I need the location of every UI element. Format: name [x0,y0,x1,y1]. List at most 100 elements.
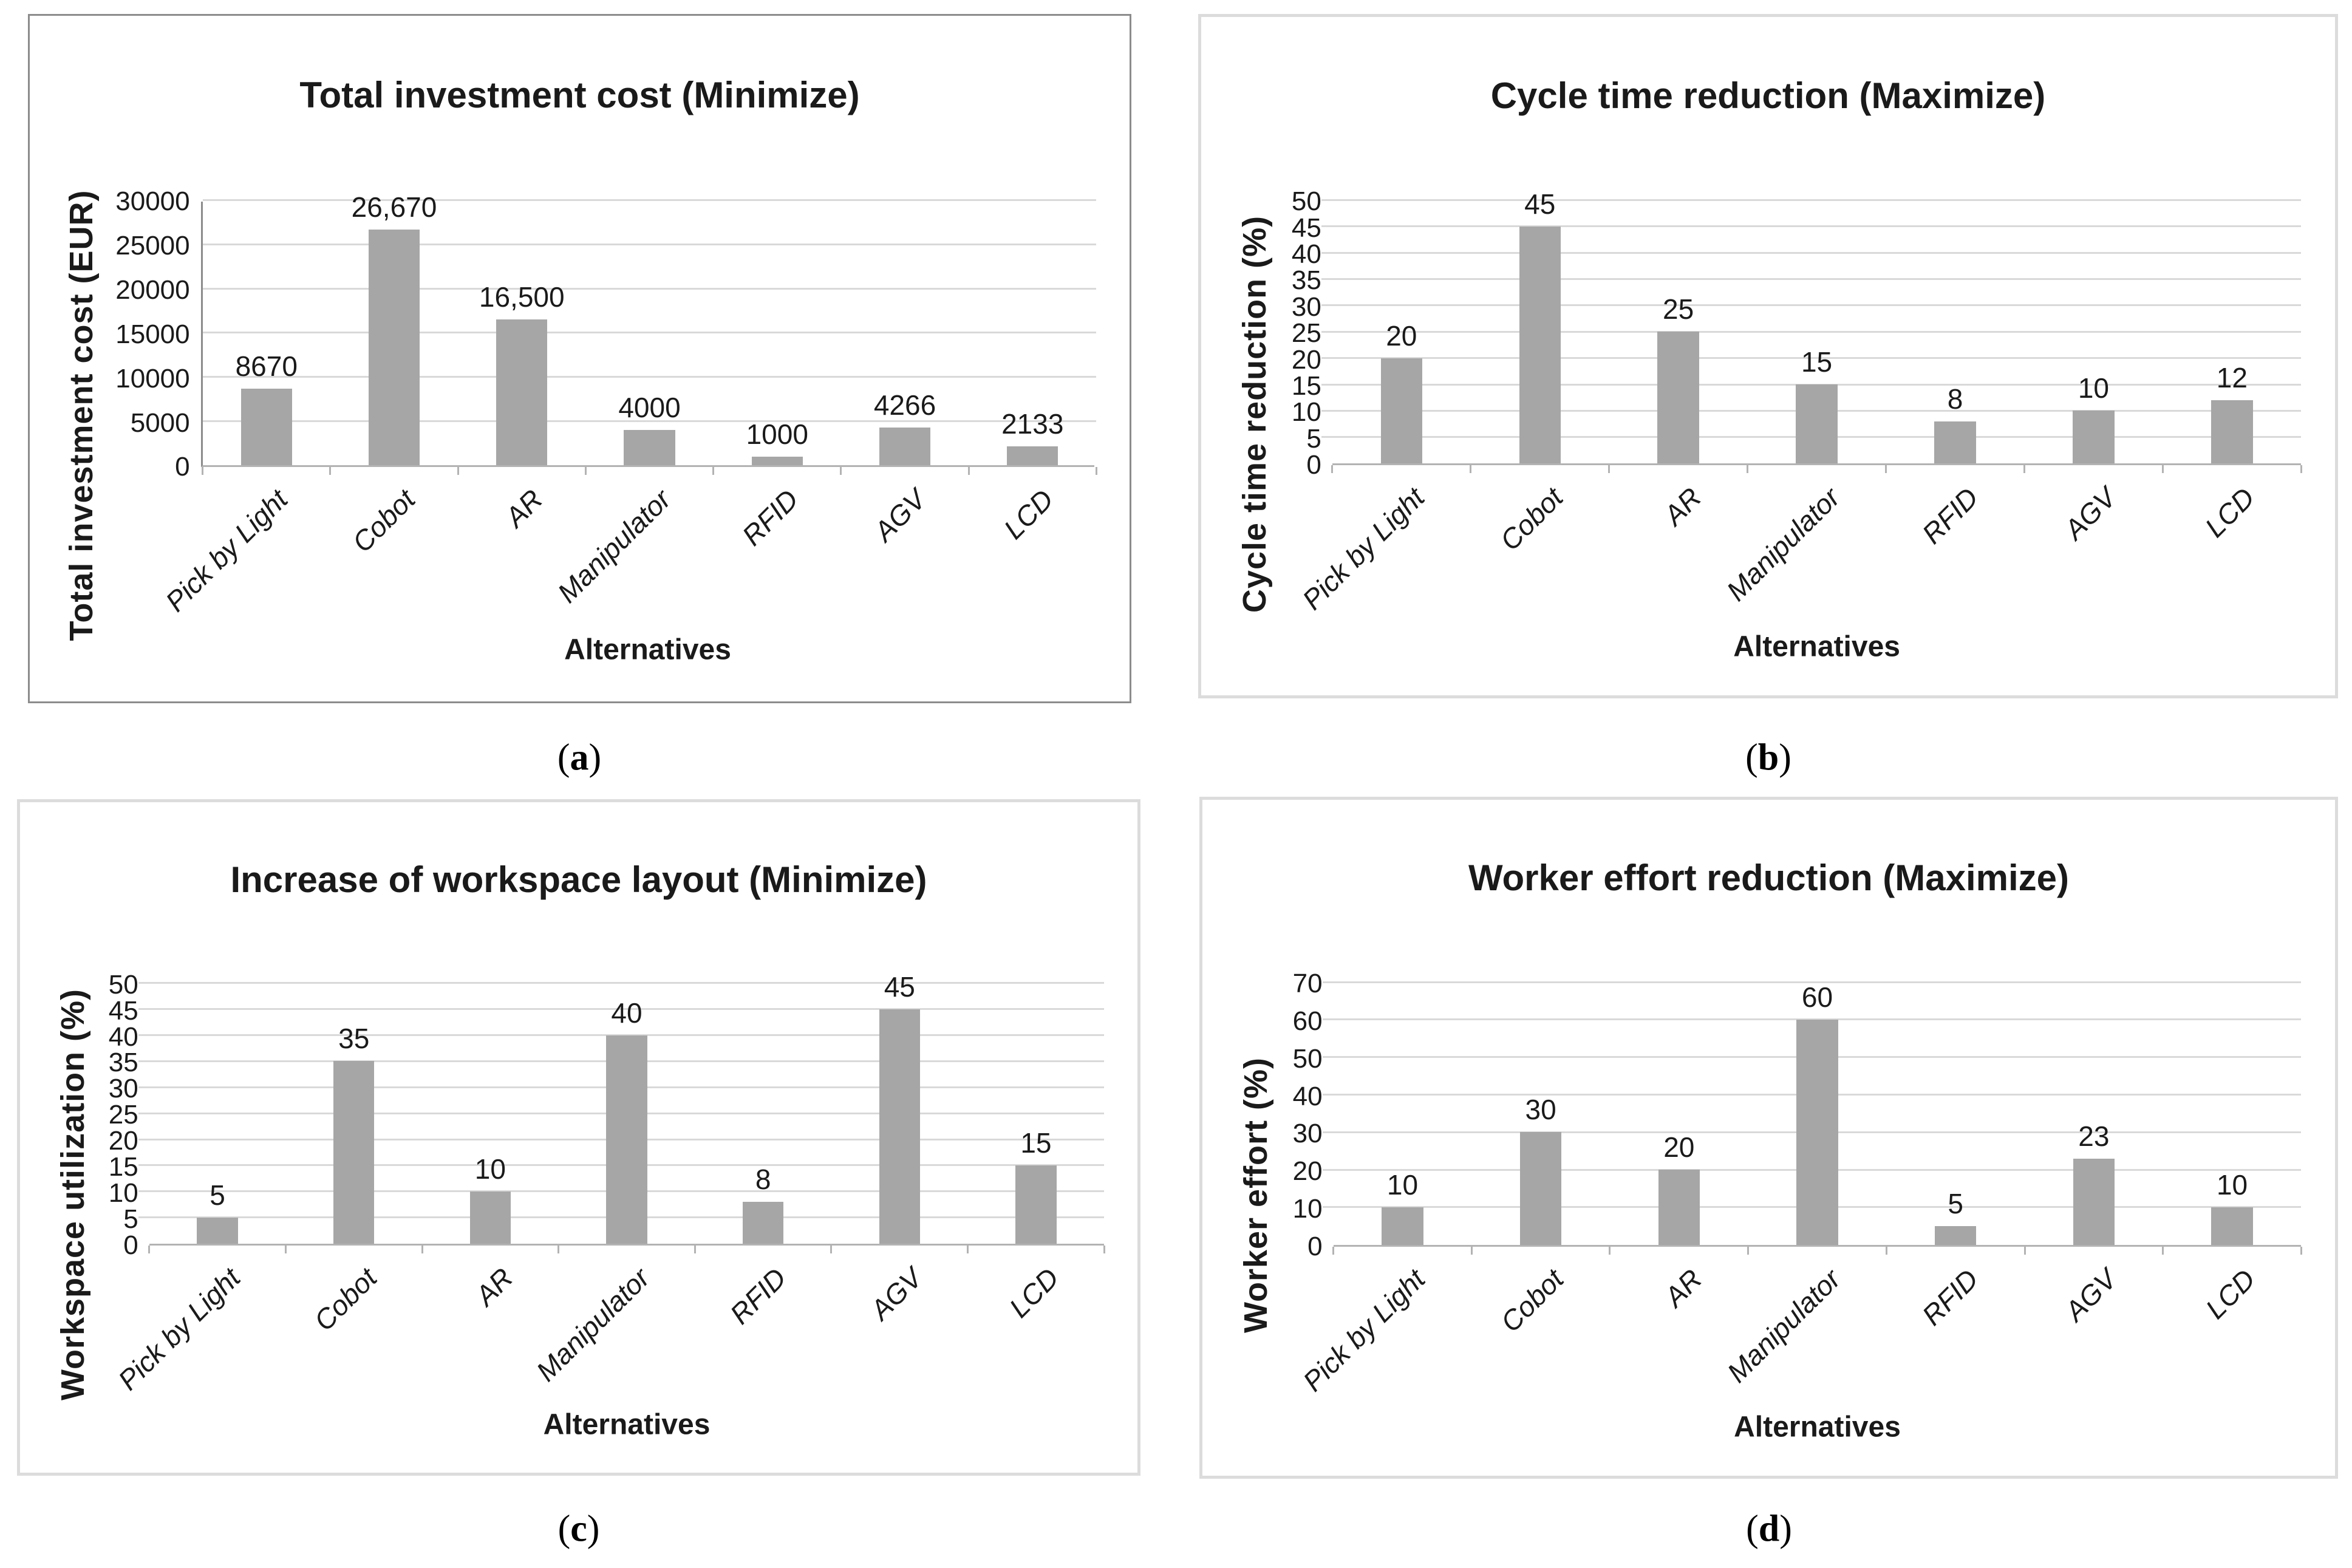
gridline [202,287,1097,290]
x-tick-mark [2023,465,2025,474]
x-tick-mark [329,467,332,476]
bar-rfid [751,456,803,466]
gridline [202,332,1097,334]
y-tick-label: 15000 [115,319,190,349]
bar-value-label: 8 [755,1164,771,1196]
bar-lcd [2211,1207,2253,1245]
chart-panel-b: Cycle time reduction (Maximize) Cycle ti… [1198,14,2338,698]
bar-value-label: 20 [1386,319,1417,352]
bar-pick-by-light [197,1217,238,1244]
bar-pick-by-light [1382,1207,1423,1245]
x-category-label: Cobot [307,1261,383,1337]
x-tick-mark [1885,465,1887,474]
y-tick-label: 35 [108,1048,138,1078]
x-tick-mark [1609,1246,1611,1255]
bar-value-label: 4266 [873,389,936,421]
y-tick-label: 30 [1292,1119,1323,1149]
gridline [1321,304,2302,307]
x-tick-mark [2300,465,2302,474]
x-category-label: AR [1658,1263,1708,1313]
chart-title: Worker effort reduction (Maximize) [1468,857,2070,899]
x-category-label: LCD [2199,1263,2262,1325]
x-category-label: Pick by Light [1296,481,1431,616]
x-category-label: AGV [2058,481,2122,546]
x-axis-title: Alternatives [564,633,731,666]
bar-ar [496,319,548,466]
x-tick-mark [421,1245,423,1253]
gridline [138,1008,1105,1011]
bar-value-label: 12 [2216,362,2248,394]
y-tick-label: 10 [1291,397,1321,428]
y-tick-label: 0 [1306,450,1321,480]
bar-lcd [2211,400,2253,464]
y-tick-label: 5 [123,1204,138,1234]
bar-lcd [1007,446,1058,466]
y-tick-label: 45 [1291,213,1321,243]
y-tick-label: 25 [108,1100,138,1130]
x-tick-mark [712,467,715,476]
x-category-label: AGV [868,483,932,548]
plot-area: 20 45 25 15 8 10 12 [1321,189,2302,474]
x-tick-mark [967,467,970,476]
bar-value-label: 16,500 [479,281,565,313]
chart-panel-d: Worker effort reduction (Maximize) Worke… [1199,797,2338,1479]
y-tick-label: 15 [108,1152,138,1182]
bar-value-label: 25 [1663,293,1694,326]
bar-value-label: 8 [1947,383,1963,415]
bar-rfid [1935,1225,1977,1245]
x-axis-title: Alternatives [1733,630,1900,663]
x-tick-mark [1885,1246,1887,1255]
x-tick-mark [1470,1246,1473,1255]
x-tick-mark [557,1245,560,1253]
x-tick-mark [2300,1246,2302,1255]
x-tick-mark [584,467,587,476]
bar-cobot [1519,226,1561,464]
x-category-label: Cobot [1495,1263,1570,1338]
x-tick-mark [148,1245,151,1253]
bar-lcd [1015,1165,1057,1244]
caption-a: (a) [557,737,602,779]
x-category-label: RFID [1915,1263,1985,1331]
bar-value-label: 15 [1801,346,1833,378]
x-category-label: AR [469,1261,519,1312]
y-tick-label: 10 [1292,1193,1323,1224]
x-category-label: Manipulator [530,1261,656,1388]
y-tick-label: 0 [1307,1231,1323,1261]
x-category-label: Cobot [1493,481,1569,557]
x-tick-mark [840,467,842,476]
x-category-label: AGV [864,1261,929,1326]
bar-value-label: 1000 [746,418,808,450]
x-category-label: AR [499,483,549,534]
x-tick-mark [1095,467,1097,476]
gridline [138,982,1105,984]
bar-value-label: 10 [2216,1168,2248,1201]
y-tick-label: 15 [1291,371,1321,401]
bar-value-label: 30 [1525,1094,1556,1126]
x-category-label: Pick by Light [112,1261,247,1396]
bar-cobot [1519,1132,1562,1245]
bar-manipulator [1796,384,1838,464]
gridline [1321,330,2302,333]
bar-value-label: 35 [338,1023,370,1055]
caption-b: (b) [1745,737,1791,779]
y-tick-label: 10000 [115,363,190,394]
bar-agv [2073,411,2115,464]
x-tick-mark [694,1245,696,1253]
x-tick-mark [2162,1246,2164,1255]
bar-value-label: 2133 [1001,408,1064,440]
y-tick-label: 50 [1291,186,1321,217]
plot-area: 10 30 20 60 5 23 10 [1322,981,2302,1255]
y-tick-label: 5 [1306,423,1321,454]
y-tick-label: 30000 [115,186,190,217]
y-tick-label: 30 [1291,291,1321,322]
bar-value-label: 15 [1020,1127,1052,1159]
x-category-label: LCD [2198,481,2261,544]
y-tick-label: 30 [108,1074,138,1104]
y-tick-label: 0 [175,452,190,482]
y-tick-label: 50 [108,969,138,1000]
bar-agv [879,428,931,466]
bar-ar [1657,332,1699,464]
y-tick-label: 5000 [130,407,190,438]
caption-c: (c) [557,1508,600,1550]
x-category-label: RFID [735,483,805,552]
